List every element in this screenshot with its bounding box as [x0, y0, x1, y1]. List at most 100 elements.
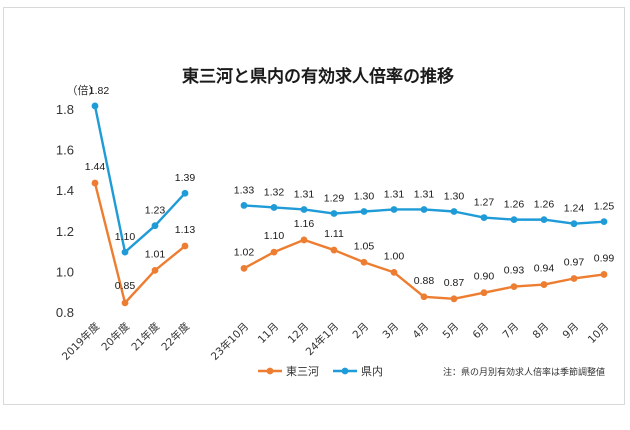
data-point — [330, 210, 338, 217]
x-tick-label: 10月 — [586, 321, 611, 346]
data-point — [121, 248, 129, 256]
x-tick-label: 22年度 — [159, 320, 193, 354]
data-label: 1.01 — [145, 248, 166, 260]
x-tick-label: 24年1月 — [303, 320, 341, 358]
data-label: 0.85 — [115, 280, 136, 292]
y-tick-label: 0.8 — [56, 305, 74, 320]
data-point — [420, 293, 428, 301]
data-point — [600, 218, 608, 226]
data-label: 1.30 — [354, 191, 375, 203]
x-tick-label: 20年度 — [99, 320, 133, 354]
data-point — [450, 295, 458, 303]
data-label: 0.87 — [444, 277, 465, 289]
legend-label: 東三河 — [286, 365, 319, 378]
data-point — [480, 214, 488, 221]
x-tick-label: 23年10月 — [208, 320, 251, 363]
data-label: 0.99 — [594, 252, 615, 264]
data-point — [540, 216, 548, 224]
x-tick-label: 8月 — [530, 321, 551, 342]
x-tick-label: 3月 — [380, 321, 401, 342]
data-label: 0.94 — [534, 263, 555, 275]
data-label: 1.32 — [264, 186, 285, 198]
y-tick-label: 1.6 — [56, 143, 74, 158]
y-tick-label: 1.4 — [56, 183, 74, 198]
data-point — [540, 281, 548, 288]
data-point — [510, 216, 518, 224]
data-label: 1.27 — [474, 197, 495, 209]
data-label: 0.97 — [564, 256, 585, 268]
data-point — [91, 179, 99, 187]
data-point — [360, 258, 368, 266]
data-label: 1.29 — [324, 193, 345, 205]
x-tick-label: 4月 — [410, 321, 431, 342]
data-label: 1.31 — [414, 188, 435, 200]
y-tick-label: 1.0 — [56, 264, 74, 279]
data-point — [480, 289, 488, 297]
legend-label: 県内 — [361, 364, 383, 378]
data-point — [570, 275, 578, 282]
data-point — [390, 206, 398, 213]
x-tick-label: 6月 — [470, 321, 491, 342]
chart-note: 注：県の月別有効求人倍率は季節調整値 — [443, 366, 605, 378]
data-point — [360, 208, 368, 215]
x-tick-label: 12月 — [286, 321, 311, 346]
data-point — [450, 208, 458, 215]
series-line-higashimikawa — [93, 182, 186, 305]
data-point — [151, 222, 159, 230]
y-tick-label: 1.2 — [56, 224, 74, 239]
data-label: 1.44 — [85, 161, 106, 173]
data-point — [121, 299, 129, 307]
data-label: 1.10 — [115, 231, 136, 243]
data-label: 1.33 — [234, 184, 255, 196]
data-point — [300, 206, 308, 213]
x-tick-label: 2月 — [350, 321, 371, 342]
data-label: 0.90 — [474, 271, 495, 283]
data-point — [300, 236, 308, 244]
x-tick-label: 5月 — [440, 321, 461, 342]
data-point — [510, 283, 518, 291]
series-line-kennai — [93, 105, 186, 254]
data-point — [330, 246, 338, 254]
chart-title: 東三河と県内の有効求人倍率の推移 — [182, 66, 454, 87]
data-label: 1.26 — [504, 199, 525, 211]
data-point — [240, 264, 248, 272]
data-label: 1.25 — [594, 201, 615, 213]
data-label: 1.26 — [534, 199, 555, 211]
data-point — [181, 189, 189, 197]
data-label: 0.88 — [414, 275, 435, 287]
data-label: 1.31 — [294, 188, 315, 200]
data-point — [181, 242, 189, 250]
data-label: 1.30 — [444, 191, 465, 203]
data-point — [270, 248, 278, 256]
data-point — [91, 102, 99, 110]
data-label: 1.31 — [384, 188, 405, 200]
data-label: 1.11 — [324, 228, 344, 240]
data-label: 1.00 — [384, 250, 405, 262]
data-label: 0.93 — [504, 265, 525, 277]
data-label: 1.39 — [175, 172, 196, 184]
data-label: 1.10 — [264, 230, 285, 242]
x-tick-label: 11月 — [256, 321, 281, 346]
x-tick-label: 7月 — [500, 321, 521, 342]
y-axis-unit: （倍） — [67, 83, 100, 97]
data-point — [600, 271, 608, 278]
data-label: 1.05 — [354, 240, 375, 252]
data-label: 1.02 — [234, 246, 255, 258]
x-tick-label: 9月 — [560, 321, 581, 342]
y-tick-label: 1.8 — [56, 102, 74, 117]
legend-marker — [341, 367, 349, 375]
data-point — [240, 202, 248, 209]
x-tick-label: 2019年度 — [59, 320, 102, 363]
legend-marker — [266, 367, 274, 375]
data-point — [151, 266, 159, 274]
data-point — [270, 204, 278, 211]
data-label: 1.24 — [564, 203, 585, 215]
data-point — [390, 269, 398, 276]
chart-frame — [3, 7, 625, 405]
data-label: 1.23 — [145, 205, 166, 217]
x-tick-label: 21年度 — [129, 320, 163, 354]
data-point — [420, 206, 428, 213]
data-label: 1.16 — [294, 218, 315, 230]
data-point — [570, 220, 578, 228]
